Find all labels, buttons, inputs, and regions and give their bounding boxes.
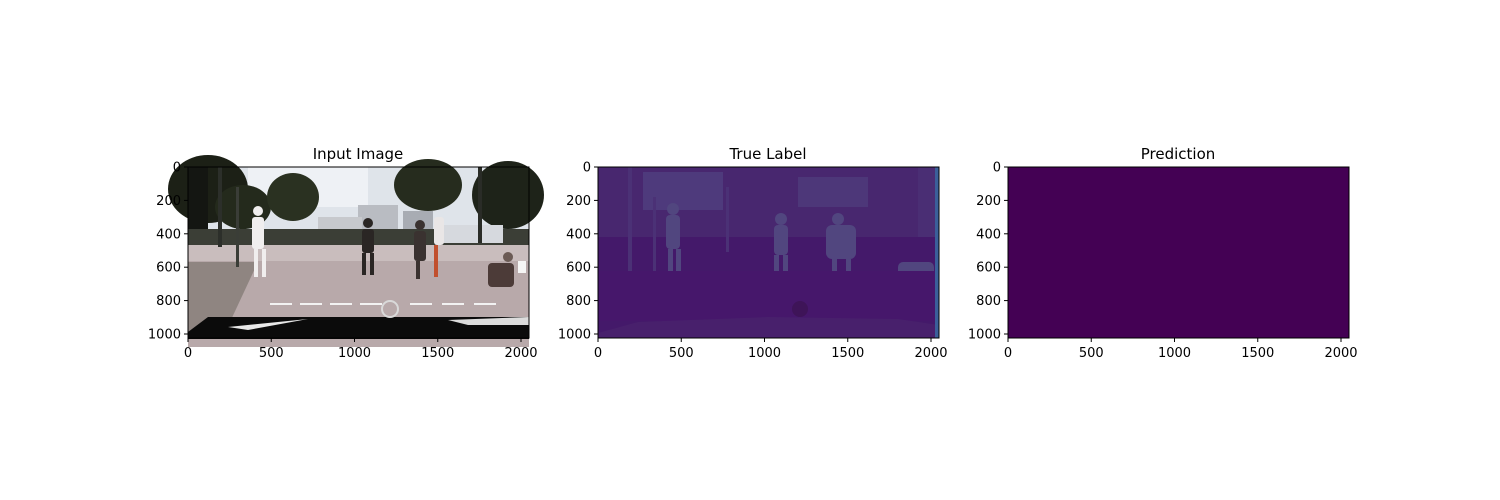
y-tick-label: 400 <box>566 227 591 242</box>
prediction-field <box>1008 167 1349 338</box>
x-tick-label: 2000 <box>504 346 537 361</box>
x-tick-label: 0 <box>1004 346 1012 361</box>
y-tick-label: 0 <box>173 161 181 176</box>
true-label-segmentation <box>598 167 939 338</box>
x-tick-label: 1000 <box>338 346 371 361</box>
y-ticks-true-label: 0 200 400 600 800 1000 <box>558 161 598 342</box>
frame-true-label <box>597 166 940 339</box>
x-tick-label: 1000 <box>748 346 781 361</box>
x-tick-label: 1000 <box>1158 346 1191 361</box>
x-tick-label: 2000 <box>1324 346 1357 361</box>
y-tick-label: 600 <box>566 261 591 276</box>
x-tick-label: 0 <box>594 346 602 361</box>
x-tick-label: 500 <box>259 346 284 361</box>
y-tick-label: 200 <box>156 194 181 209</box>
panel-input-image: Input Image <box>148 145 544 361</box>
frame-input-image <box>187 166 530 339</box>
y-tick-label: 0 <box>583 161 591 176</box>
y-tick-label: 200 <box>566 194 591 209</box>
y-tick-label: 0 <box>993 161 1001 176</box>
x-ticks-input-image: 0 500 1000 1500 2000 <box>184 338 538 361</box>
y-ticks-prediction: 0 200 400 600 800 1000 <box>968 161 1008 342</box>
title-true-label: True Label <box>728 145 806 163</box>
y-tick-label: 400 <box>976 227 1001 242</box>
y-tick-label: 1000 <box>968 327 1001 342</box>
x-tick-label: 500 <box>669 346 694 361</box>
x-tick-label: 500 <box>1079 346 1104 361</box>
x-tick-label: 0 <box>184 346 192 361</box>
x-ticks-true-label: 0 500 1000 1500 2000 <box>594 338 948 361</box>
x-ticks-prediction: 0 500 1000 1500 2000 <box>1004 338 1358 361</box>
x-tick-label: 1500 <box>1241 346 1274 361</box>
y-tick-label: 1000 <box>148 327 181 342</box>
y-tick-label: 800 <box>156 294 181 309</box>
y-tick-label: 600 <box>156 261 181 276</box>
x-tick-label: 2000 <box>914 346 947 361</box>
input-image-photo <box>168 155 544 347</box>
y-tick-label: 600 <box>976 261 1001 276</box>
y-ticks-input-image: 0 200 400 600 800 1000 <box>148 161 188 342</box>
y-tick-label: 1000 <box>558 327 591 342</box>
y-tick-label: 800 <box>566 294 591 309</box>
y-tick-label: 800 <box>976 294 1001 309</box>
title-input-image: Input Image <box>313 145 404 163</box>
panel-true-label: True Label <box>558 145 948 361</box>
x-tick-label: 1500 <box>421 346 454 361</box>
title-prediction: Prediction <box>1141 145 1216 163</box>
x-tick-label: 1500 <box>831 346 864 361</box>
y-tick-label: 200 <box>976 194 1001 209</box>
frame-prediction <box>1007 166 1350 339</box>
panel-prediction: Prediction 0 500 1000 1500 2000 0 200 400 600 80… <box>968 145 1358 361</box>
y-tick-label: 400 <box>156 227 181 242</box>
